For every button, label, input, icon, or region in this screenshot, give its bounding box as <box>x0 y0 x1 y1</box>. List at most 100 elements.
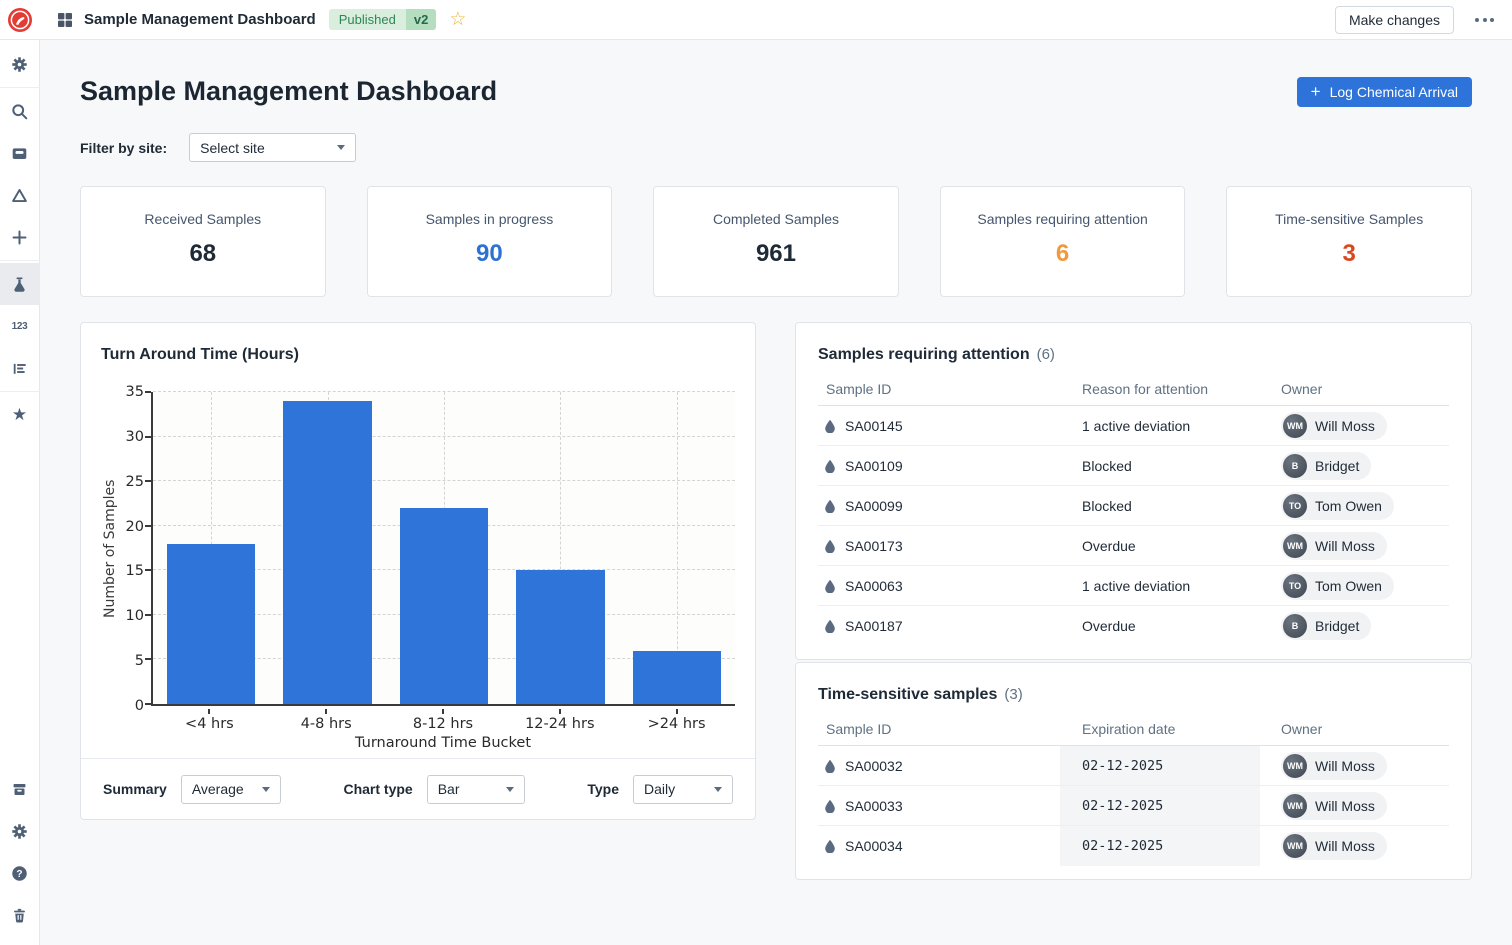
log-chemical-arrival-button[interactable]: + Log Chemical Arrival <box>1296 76 1472 107</box>
x-tick-label: >24 hrs <box>618 709 735 732</box>
sample-droplet-icon <box>825 539 835 553</box>
time-table-title: Time-sensitive samples <box>818 686 998 703</box>
chart-y-axis: 0 5 10 15 20 25 30 35 <box>119 384 151 714</box>
stat-label: Time-sensitive Samples <box>1275 211 1424 227</box>
chart-type-select[interactable]: Bar <box>426 774 525 804</box>
reason-for-attention: Blocked <box>1082 497 1132 514</box>
owner-name: Will Moss <box>1315 537 1375 554</box>
delta-triangle-icon[interactable] <box>0 174 40 216</box>
gridline-vertical <box>560 392 562 704</box>
table-row[interactable]: SA00145 1 active deviation WM Will Moss <box>818 406 1449 446</box>
column-header-reason: Reason for attention <box>1082 381 1209 397</box>
avatar: B <box>1283 614 1307 638</box>
attention-table-title: Samples requiring attention <box>818 346 1030 363</box>
settings-gear-icon[interactable] <box>0 43 40 85</box>
trash-icon[interactable] <box>0 894 40 936</box>
owner-chip: WM Will Moss <box>1281 531 1387 560</box>
reason-for-attention: 1 active deviation <box>1082 417 1191 434</box>
numbers-123-icon[interactable]: 123 <box>11 320 28 332</box>
avatar: WM <box>1283 413 1307 438</box>
type-select[interactable]: Daily <box>633 774 733 804</box>
y-tick-mark <box>145 658 151 661</box>
chart-plot <box>145 391 735 706</box>
y-tick-label: 5 <box>134 653 144 670</box>
table-row[interactable]: SA00063 1 active deviation TO Tom Owen <box>818 566 1449 606</box>
page-title: Sample Management Dashboard <box>80 76 498 106</box>
table-row[interactable]: SA00187 Overdue B Bridget <box>818 606 1449 646</box>
y-tick-label: 10 <box>125 608 144 625</box>
table-row[interactable]: SA00033 02-12-2025 WM Will Moss <box>818 786 1449 826</box>
reason-for-attention: Overdue <box>1082 618 1136 634</box>
chart-body: Number of Samples 0 5 10 15 20 25 30 35 <4 hrs 4… <box>101 384 735 758</box>
stat-label: Completed Samples <box>712 211 840 227</box>
y-tick-mark <box>145 613 151 616</box>
sample-id: SA00109 <box>845 457 903 474</box>
top-bar: Sample Management Dashboard Published v2… <box>0 0 1512 40</box>
indented-list-icon[interactable] <box>0 347 40 389</box>
column-header-expiration-date: Expiration date <box>1082 721 1176 737</box>
site-filter-select[interactable]: Select site <box>189 133 357 162</box>
y-tick-mark <box>145 391 151 393</box>
archive-box-icon[interactable] <box>0 768 40 810</box>
sample-droplet-icon <box>825 619 835 633</box>
stat-value: 961 <box>755 240 796 267</box>
sample-droplet-icon <box>825 419 835 433</box>
table-row[interactable]: SA00032 02-12-2025 WM Will Moss <box>818 746 1449 786</box>
chart-x-axis-title: Turnaround Time Bucket <box>354 735 532 751</box>
column-header-owner: Owner <box>1281 721 1323 737</box>
expiration-date: 02-12-2025 <box>1060 746 1260 785</box>
owner-chip: WM Will Moss <box>1281 791 1387 820</box>
gridline-horizontal <box>153 391 735 392</box>
owner-name: Tom Owen <box>1315 497 1382 514</box>
table-row[interactable]: SA00034 02-12-2025 WM Will Moss <box>818 826 1449 866</box>
sample-id: SA00063 <box>845 577 903 594</box>
owner-chip: WM Will Moss <box>1281 411 1387 440</box>
chart-controls: Summary Average Chart type Bar Type <box>81 758 755 819</box>
sample-id: SA00034 <box>845 838 903 854</box>
column-header-sample-id: Sample ID <box>826 381 892 397</box>
chevron-down-icon <box>261 786 270 792</box>
summary-select[interactable]: Average <box>180 774 281 804</box>
column-header-owner: Owner <box>1281 381 1323 397</box>
table-row[interactable]: SA00109 Blocked B Bridget <box>818 446 1449 486</box>
help-icon[interactable]: ? <box>0 852 40 894</box>
main-content: Sample Management Dashboard + Log Chemic… <box>40 40 1512 945</box>
stat-label: Samples in progress <box>425 211 554 227</box>
table-row[interactable]: SA00099 Blocked TO Tom Owen <box>818 486 1449 526</box>
favorite-star-icon[interactable]: ☆ <box>449 9 467 30</box>
chevron-down-icon <box>505 786 514 792</box>
sample-id: SA00145 <box>845 417 903 434</box>
inbox-icon[interactable] <box>0 132 40 174</box>
overflow-menu-icon[interactable] <box>1473 12 1496 28</box>
reason-for-attention: Blocked <box>1082 457 1132 474</box>
stat-cards-row: Received Samples 68 Samples in progress … <box>80 186 1472 297</box>
status-badge-group: Published v2 <box>328 9 437 30</box>
favorites-star-icon[interactable]: ★ <box>11 405 28 424</box>
stat-value: 6 <box>1055 240 1070 267</box>
stat-value: 90 <box>476 240 503 267</box>
turnaround-chart-panel: Turn Around Time (Hours) Number of Sampl… <box>80 322 756 820</box>
owner-name: Will Moss <box>1315 838 1375 854</box>
search-icon[interactable] <box>0 90 40 132</box>
x-tick-label: 8-12 hrs <box>385 709 502 732</box>
bar-slot <box>502 392 618 704</box>
owner-name: Bridget <box>1315 457 1360 474</box>
bar-<4 hrs <box>166 543 256 704</box>
flask-icon-selected[interactable] <box>0 263 40 305</box>
chevron-down-icon <box>714 786 722 792</box>
y-tick-mark <box>145 524 151 527</box>
bar->24 hrs <box>632 650 722 704</box>
owner-name: Will Moss <box>1315 417 1375 434</box>
preferences-gear-icon[interactable] <box>0 810 40 852</box>
make-changes-button[interactable]: Make changes <box>1334 5 1454 34</box>
avatar: WM <box>1283 834 1307 858</box>
app-grid-icon[interactable] <box>57 12 73 28</box>
avatar: WM <box>1283 533 1307 558</box>
add-plus-icon[interactable] <box>0 216 40 258</box>
version-badge[interactable]: v2 <box>405 9 437 30</box>
y-tick-mark <box>145 569 151 572</box>
app-logo[interactable] <box>0 0 40 40</box>
owner-name: Tom Owen <box>1315 577 1382 594</box>
chevron-down-icon <box>337 145 346 150</box>
table-row[interactable]: SA00173 Overdue WM Will Moss <box>818 526 1449 566</box>
